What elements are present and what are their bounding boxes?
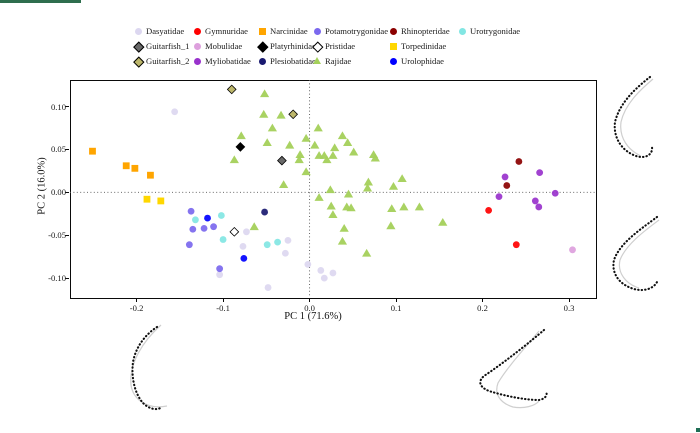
legend-label-pristidae: Pristidae (325, 41, 356, 51)
legend-label-mobulidae: Mobulidae (205, 41, 243, 51)
y-tick-mark (65, 106, 69, 108)
x-tick-label: 0.3 (563, 303, 575, 313)
y-tick-label: 0.00 (50, 187, 66, 198)
legend-label-guitarfish_2: Guitarfish_2 (146, 56, 190, 66)
x-tick-mark (309, 298, 311, 302)
green-border-artifact-bottom-right (696, 428, 700, 432)
legend-marker-guitarfish_2 (132, 55, 144, 67)
y-tick-mark (65, 148, 69, 150)
y-tick-label: -0.10 (48, 273, 66, 284)
fin-outline-bottom-right (479, 328, 548, 409)
legend-marker-mobulidae (193, 42, 201, 50)
x-tick-mark (222, 298, 224, 302)
y-tick-mark (65, 191, 69, 193)
legend-label-urotrygonidae: Urotrygonidae (470, 26, 521, 36)
x-tick-mark (395, 298, 397, 302)
legend-label-dasyatidae: Dasyatidae (146, 26, 185, 36)
x-tick-mark (482, 298, 484, 302)
legend-marker-guitarfish_1 (132, 40, 144, 52)
legend-marker-rhinopteridae (389, 27, 397, 35)
legend-label-potamotrygonidae: Potamotrygonidae (325, 26, 389, 36)
legend-label-torpedinidae: Torpedinidae (401, 41, 447, 51)
legend-label-urolophidae: Urolophidae (401, 56, 444, 66)
x-tick-label: 0.0 (304, 303, 315, 313)
legend-label-plesiobatidae: Plesiobatidae (270, 56, 316, 66)
legend-label-rhinopteridae: Rhinopteridae (401, 26, 450, 36)
x-tick-mark (568, 298, 570, 302)
legend-marker-plesiobatidae (258, 57, 266, 65)
legend-marker-narcinidae (258, 27, 266, 35)
legend-marker-dasyatidae (134, 27, 142, 35)
plot-area (70, 80, 597, 299)
x-tick-label: 0.1 (390, 303, 402, 313)
legend-label-narcinidae: Narcinidae (270, 26, 308, 36)
legend-label-rajidae: Rajidae (325, 56, 352, 66)
legend-label-platyrhinidae: Platyrhinidae (270, 41, 316, 51)
fin-outline-right-middle (612, 215, 660, 292)
x-axis-title: PC 1 (71.6%) (284, 311, 342, 322)
y-axis-title: PC 2 (16.0%) (36, 156, 48, 215)
legend-marker-rajidae (312, 56, 321, 64)
x-tick-label: -0.1 (216, 303, 230, 313)
legend-marker-torpedinidae (389, 42, 397, 50)
y-tick-label: 0.10 (50, 101, 66, 112)
green-border-artifact-top-left (0, 0, 81, 3)
legend-marker-myliobatidae (193, 57, 201, 65)
legend-label-myliobatidae: Myliobatidae (205, 56, 251, 66)
legend-marker-platyrhinidae (256, 40, 268, 52)
fin-outline-top-right (613, 75, 654, 159)
y-tick-label: -0.05 (48, 230, 66, 241)
x-tick-mark (136, 298, 138, 302)
x-tick-label: 0.2 (477, 303, 488, 313)
y-tick-mark (65, 234, 69, 236)
legend-marker-urolophidae (389, 57, 397, 65)
legend-marker-urotrygonidae (458, 27, 466, 35)
x-tick-label: -0.2 (129, 303, 144, 313)
legend-marker-gymnuridae (193, 27, 201, 35)
fin-outline-bottom-left (130, 324, 168, 411)
legend-label-gymnuridae: Gymnuridae (205, 26, 248, 36)
y-tick-mark (65, 277, 69, 279)
y-tick-label: 0.05 (50, 144, 66, 155)
legend-label-guitarfish_1: Guitarfish_1 (146, 41, 190, 51)
legend-marker-potamotrygonidae (313, 27, 321, 35)
